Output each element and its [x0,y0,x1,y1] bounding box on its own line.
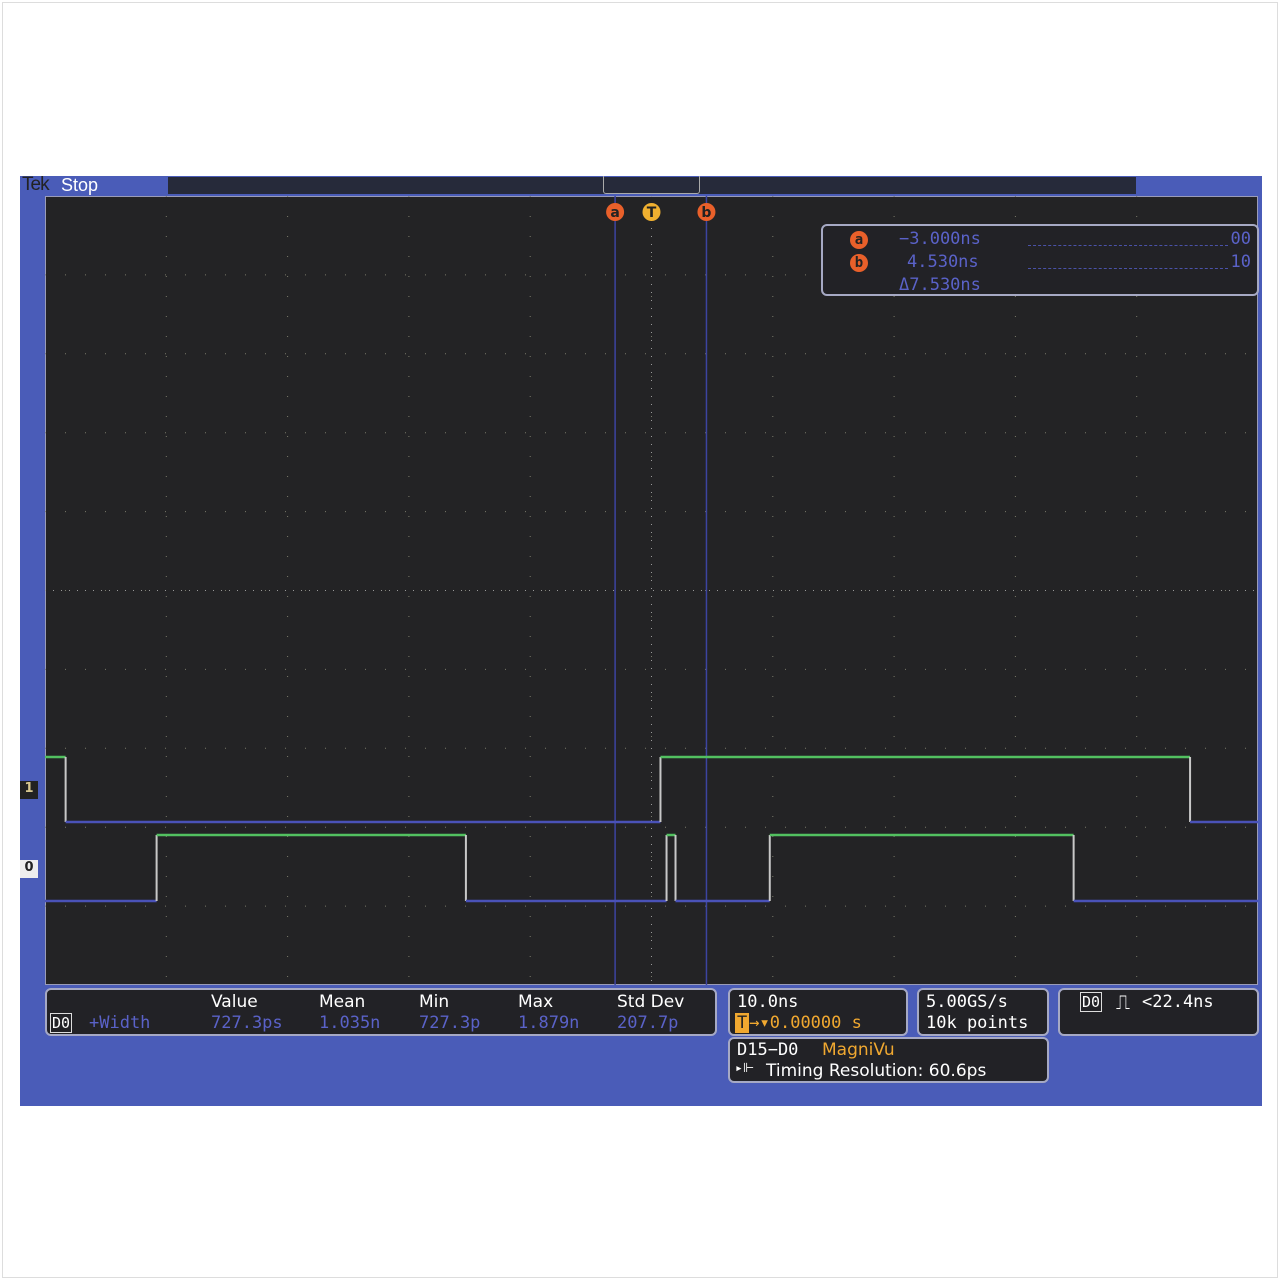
record-view-bar [168,176,1136,194]
trigger-condition: <22.4ns [1142,992,1214,1012]
value: 727.3ps [211,1013,283,1033]
cursor-readout: a b −3.000ns 4.530ns Δ7.530ns 00 10 [821,224,1259,296]
bits-divider [1028,245,1228,246]
svg-text:b: b [701,205,711,221]
measurement-source: D0 [50,1013,73,1033]
brand-logo: Tek [22,174,50,195]
cursor-b-bits: 10 [1230,252,1251,272]
cursor-a-bits: 00 [1230,229,1251,249]
svg-text:T: T [647,205,657,221]
svg-text:a: a [610,205,619,221]
digital-channels: D15−D0 [737,1040,799,1060]
header-value: Value [211,992,258,1012]
measurement-name: +Width [89,1013,151,1033]
time-per-div: 10.0ns [737,992,799,1012]
record-view-window [603,176,700,194]
graticule-background [45,196,1258,985]
mean: 1.035n [319,1013,381,1033]
cursor-b-badge: b [850,254,868,272]
cursor-b-time: 4.530ns [907,252,979,272]
bits-divider [1028,268,1228,269]
pulse-width-icon: ⎍ [1116,990,1130,1014]
header-mean: Mean [319,992,366,1012]
channel-d1-marker[interactable]: 1 [20,781,38,799]
timing-resolution: Timing Resolution: 60.6ps [766,1061,987,1081]
acquisition-state: Stop [61,175,99,195]
std-dev: 207.7p [617,1013,679,1033]
header-std-dev: Std Dev [617,992,685,1012]
cursor-a-badge: a [850,231,868,249]
cursor-b-marker: b [697,203,716,221]
min: 727.3p [419,1013,481,1033]
trigger-icon: T [735,1013,750,1033]
cursor-a-time: −3.000ns [899,229,981,249]
record-length: 10k points [926,1013,1029,1033]
horizontal-readout[interactable]: 10.0ns T →▾0.00000 s [728,988,908,1036]
cursor-delta: Δ7.530ns [899,275,981,295]
timing-icon: ▸⊩ [735,1061,755,1076]
acquisition-readout[interactable]: 5.00GS/s 10k points [917,988,1049,1036]
magnivu-label: MagniVu [822,1040,895,1060]
magnivu-readout[interactable]: D15−D0 MagniVu ▸⊩ Timing Resolution: 60.… [728,1037,1049,1083]
header-min: Min [419,992,450,1012]
sample-rate: 5.00GS/s [926,992,1008,1012]
max: 1.879n [518,1013,580,1033]
trigger-source: D0 [1080,992,1103,1012]
header-max: Max [518,992,554,1012]
trigger-position: T →▾0.00000 s [735,1013,862,1033]
channel-d0-marker[interactable]: 0 [20,860,38,878]
cursor-a-marker: a [606,203,625,221]
trigger-marker: T [642,203,661,221]
measurement-panel[interactable]: Value Mean Min Max Std Dev D0 +Width 727… [45,988,717,1036]
trigger-readout[interactable]: D0 ⎍ <22.4ns [1058,988,1259,1036]
trigger-position-value: 0.00000 s [769,1013,862,1033]
